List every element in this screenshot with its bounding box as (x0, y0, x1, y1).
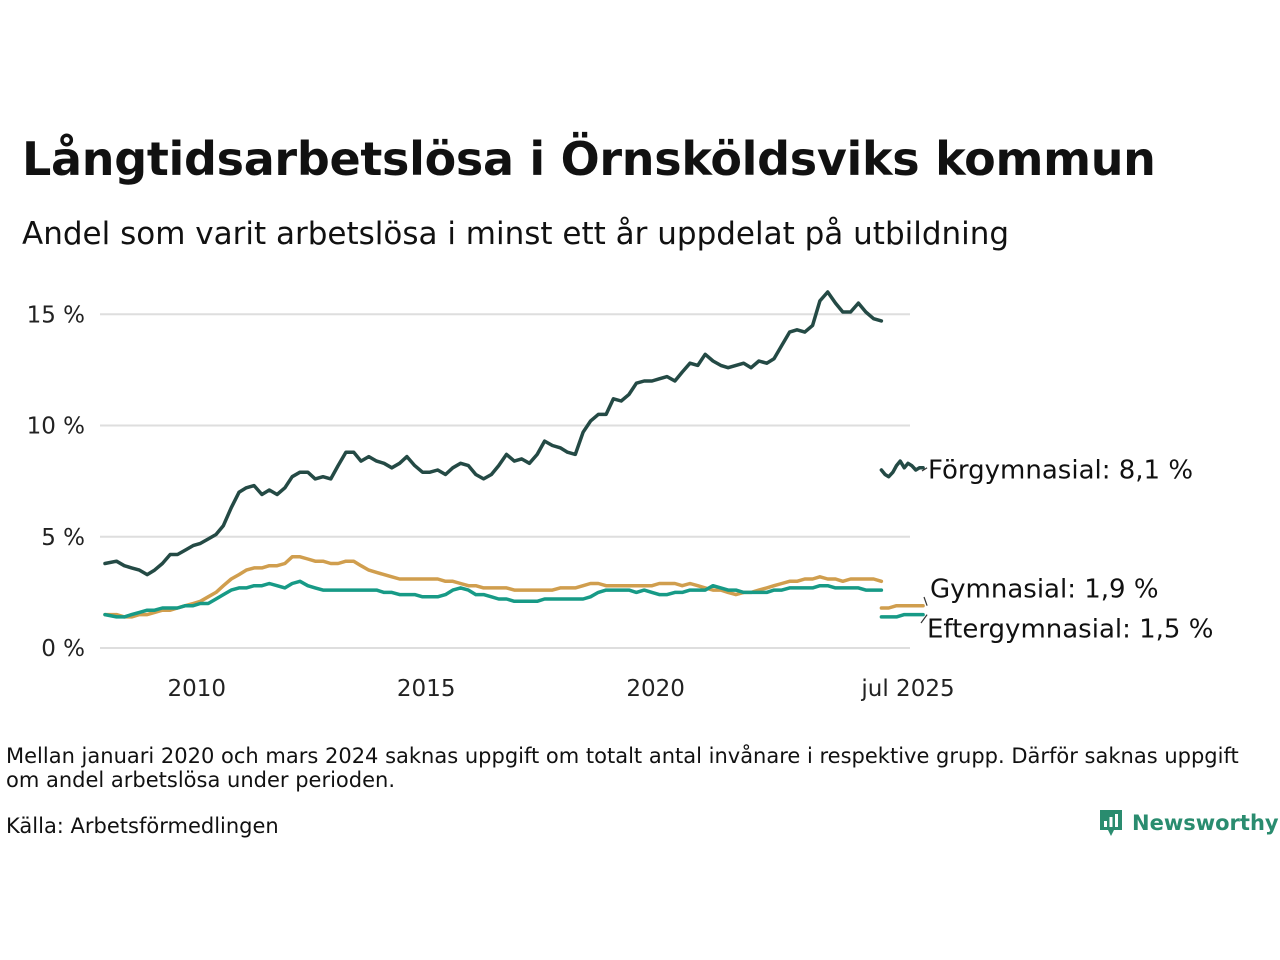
line-chart: 0 % 5 % 10 % 15 % 2010 2015 2020 jul 2025 Förg… (27, 290, 1213, 702)
brand-name: Newsworthy (1132, 811, 1279, 835)
source-note: Källa: Arbetsförmedlingen (6, 814, 279, 838)
y-tick-label: 10 % (27, 414, 85, 440)
label-connector-gymnasial (923, 596, 928, 606)
x-axis-ticks: 2010 2015 2020 jul 2025 (167, 676, 954, 702)
label-connector-eftergymnasial (920, 614, 928, 624)
chart-subtitle: Andel som varit arbetslösa i minst ett å… (22, 216, 1010, 252)
x-tick-label: 2010 (167, 676, 226, 702)
series-line-gymnasial (103, 555, 884, 619)
series-end-labels: Förgymnasial: 8,1 % Gymnasial: 1,9 % Efter… (920, 456, 1213, 645)
series-line-forgymnasial (103, 290, 884, 577)
y-tick-label: 5 % (41, 525, 85, 551)
series-label-forgymnasial: Förgymnasial: 8,1 % (928, 456, 1193, 486)
series-line-forgymnasial (879, 459, 925, 479)
x-tick-label: jul 2025 (860, 676, 954, 702)
newsworthy-logo-icon (1100, 810, 1122, 836)
label-connector-forgymnasial (921, 467, 928, 472)
series-line-eftergymnasial (879, 612, 925, 619)
footnote: Mellan januari 2020 och mars 2024 saknas… (6, 744, 1239, 792)
x-tick-label: 2020 (626, 676, 685, 702)
x-tick-label: 2015 (397, 676, 456, 702)
gridlines (100, 313, 910, 649)
y-tick-label: 15 % (27, 302, 85, 328)
series-line-eftergymnasial (103, 579, 884, 619)
y-axis-ticks: 0 % 5 % 10 % 15 % (27, 302, 85, 662)
series-line-gymnasial (879, 603, 925, 610)
series-label-eftergymnasial: Eftergymnasial: 1,5 % (927, 615, 1213, 645)
newsworthy-logo: Newsworthy (1098, 808, 1279, 838)
series-label-gymnasial: Gymnasial: 1,9 % (930, 575, 1159, 605)
series-lines (103, 290, 925, 619)
y-tick-label: 0 % (41, 636, 85, 662)
chart-title: Långtidsarbetslösa i Örnsköldsviks kommu… (22, 132, 1156, 186)
